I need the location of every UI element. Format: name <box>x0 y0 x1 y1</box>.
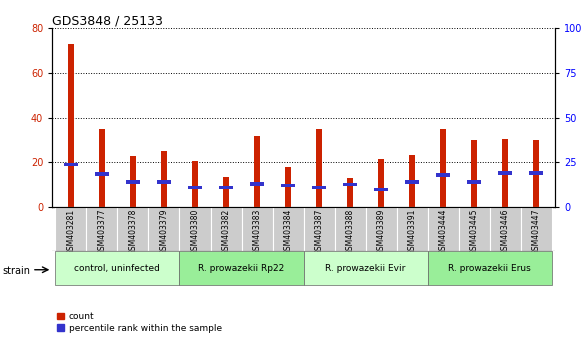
Bar <box>192 161 198 207</box>
Bar <box>64 162 78 166</box>
Text: GSM403446: GSM403446 <box>501 209 510 255</box>
Bar <box>272 207 303 251</box>
Bar <box>254 136 260 207</box>
Bar <box>210 207 242 251</box>
Bar <box>471 140 477 207</box>
Bar <box>347 178 353 207</box>
Text: GSM403444: GSM403444 <box>439 209 448 255</box>
Bar <box>149 207 180 251</box>
Text: GSM403391: GSM403391 <box>408 209 417 255</box>
Text: GSM403384: GSM403384 <box>284 209 293 255</box>
Bar <box>440 129 446 207</box>
Bar <box>303 207 335 251</box>
Bar <box>99 129 105 207</box>
Text: GSM403379: GSM403379 <box>159 209 168 255</box>
Bar <box>55 251 180 285</box>
Bar <box>467 181 481 184</box>
Bar <box>365 207 397 251</box>
Text: GSM403382: GSM403382 <box>221 209 231 255</box>
Bar <box>303 251 428 285</box>
Text: GSM403281: GSM403281 <box>66 209 76 255</box>
Bar <box>117 207 149 251</box>
Bar <box>374 188 388 191</box>
Bar <box>281 184 295 187</box>
Text: GSM403383: GSM403383 <box>253 209 261 255</box>
Bar <box>533 140 539 207</box>
Bar <box>343 183 357 187</box>
Bar <box>219 186 233 189</box>
Bar <box>316 129 322 207</box>
Text: GSM403389: GSM403389 <box>376 209 386 255</box>
Text: R. prowazekii Evir: R. prowazekii Evir <box>325 264 406 273</box>
Bar <box>242 207 272 251</box>
Bar <box>250 182 264 185</box>
Legend: count, percentile rank within the sample: count, percentile rank within the sample <box>57 313 222 333</box>
Bar <box>126 181 140 184</box>
Bar <box>55 207 87 251</box>
Bar <box>87 207 117 251</box>
Bar <box>410 155 415 207</box>
Text: GSM403388: GSM403388 <box>346 209 354 255</box>
Bar <box>428 207 458 251</box>
Bar <box>335 207 365 251</box>
Bar <box>130 156 136 207</box>
Bar <box>285 167 291 207</box>
Bar <box>428 251 552 285</box>
Bar <box>378 159 384 207</box>
Bar <box>503 139 508 207</box>
Text: GDS3848 / 25133: GDS3848 / 25133 <box>52 14 163 27</box>
Text: GSM403447: GSM403447 <box>532 209 541 255</box>
Bar <box>312 186 326 189</box>
Bar <box>161 151 167 207</box>
Bar <box>188 186 202 189</box>
Text: control, uninfected: control, uninfected <box>74 264 160 273</box>
Text: GSM403377: GSM403377 <box>98 209 106 255</box>
Bar <box>223 177 229 207</box>
Bar <box>458 207 490 251</box>
Text: GSM403445: GSM403445 <box>469 209 479 255</box>
Text: strain: strain <box>3 266 31 276</box>
Bar <box>490 207 521 251</box>
Bar <box>529 171 543 175</box>
Bar <box>498 171 512 175</box>
Bar <box>397 207 428 251</box>
Bar <box>405 181 419 184</box>
Text: GSM403378: GSM403378 <box>128 209 138 255</box>
Bar <box>68 44 74 207</box>
Bar <box>436 173 450 177</box>
Bar <box>521 207 552 251</box>
Text: GSM403380: GSM403380 <box>191 209 199 255</box>
Bar <box>95 172 109 176</box>
Bar <box>180 251 303 285</box>
Bar <box>180 207 210 251</box>
Text: GSM403387: GSM403387 <box>314 209 324 255</box>
Bar <box>157 181 171 184</box>
Text: R. prowazekii Rp22: R. prowazekii Rp22 <box>198 264 285 273</box>
Text: R. prowazekii Erus: R. prowazekii Erus <box>449 264 531 273</box>
